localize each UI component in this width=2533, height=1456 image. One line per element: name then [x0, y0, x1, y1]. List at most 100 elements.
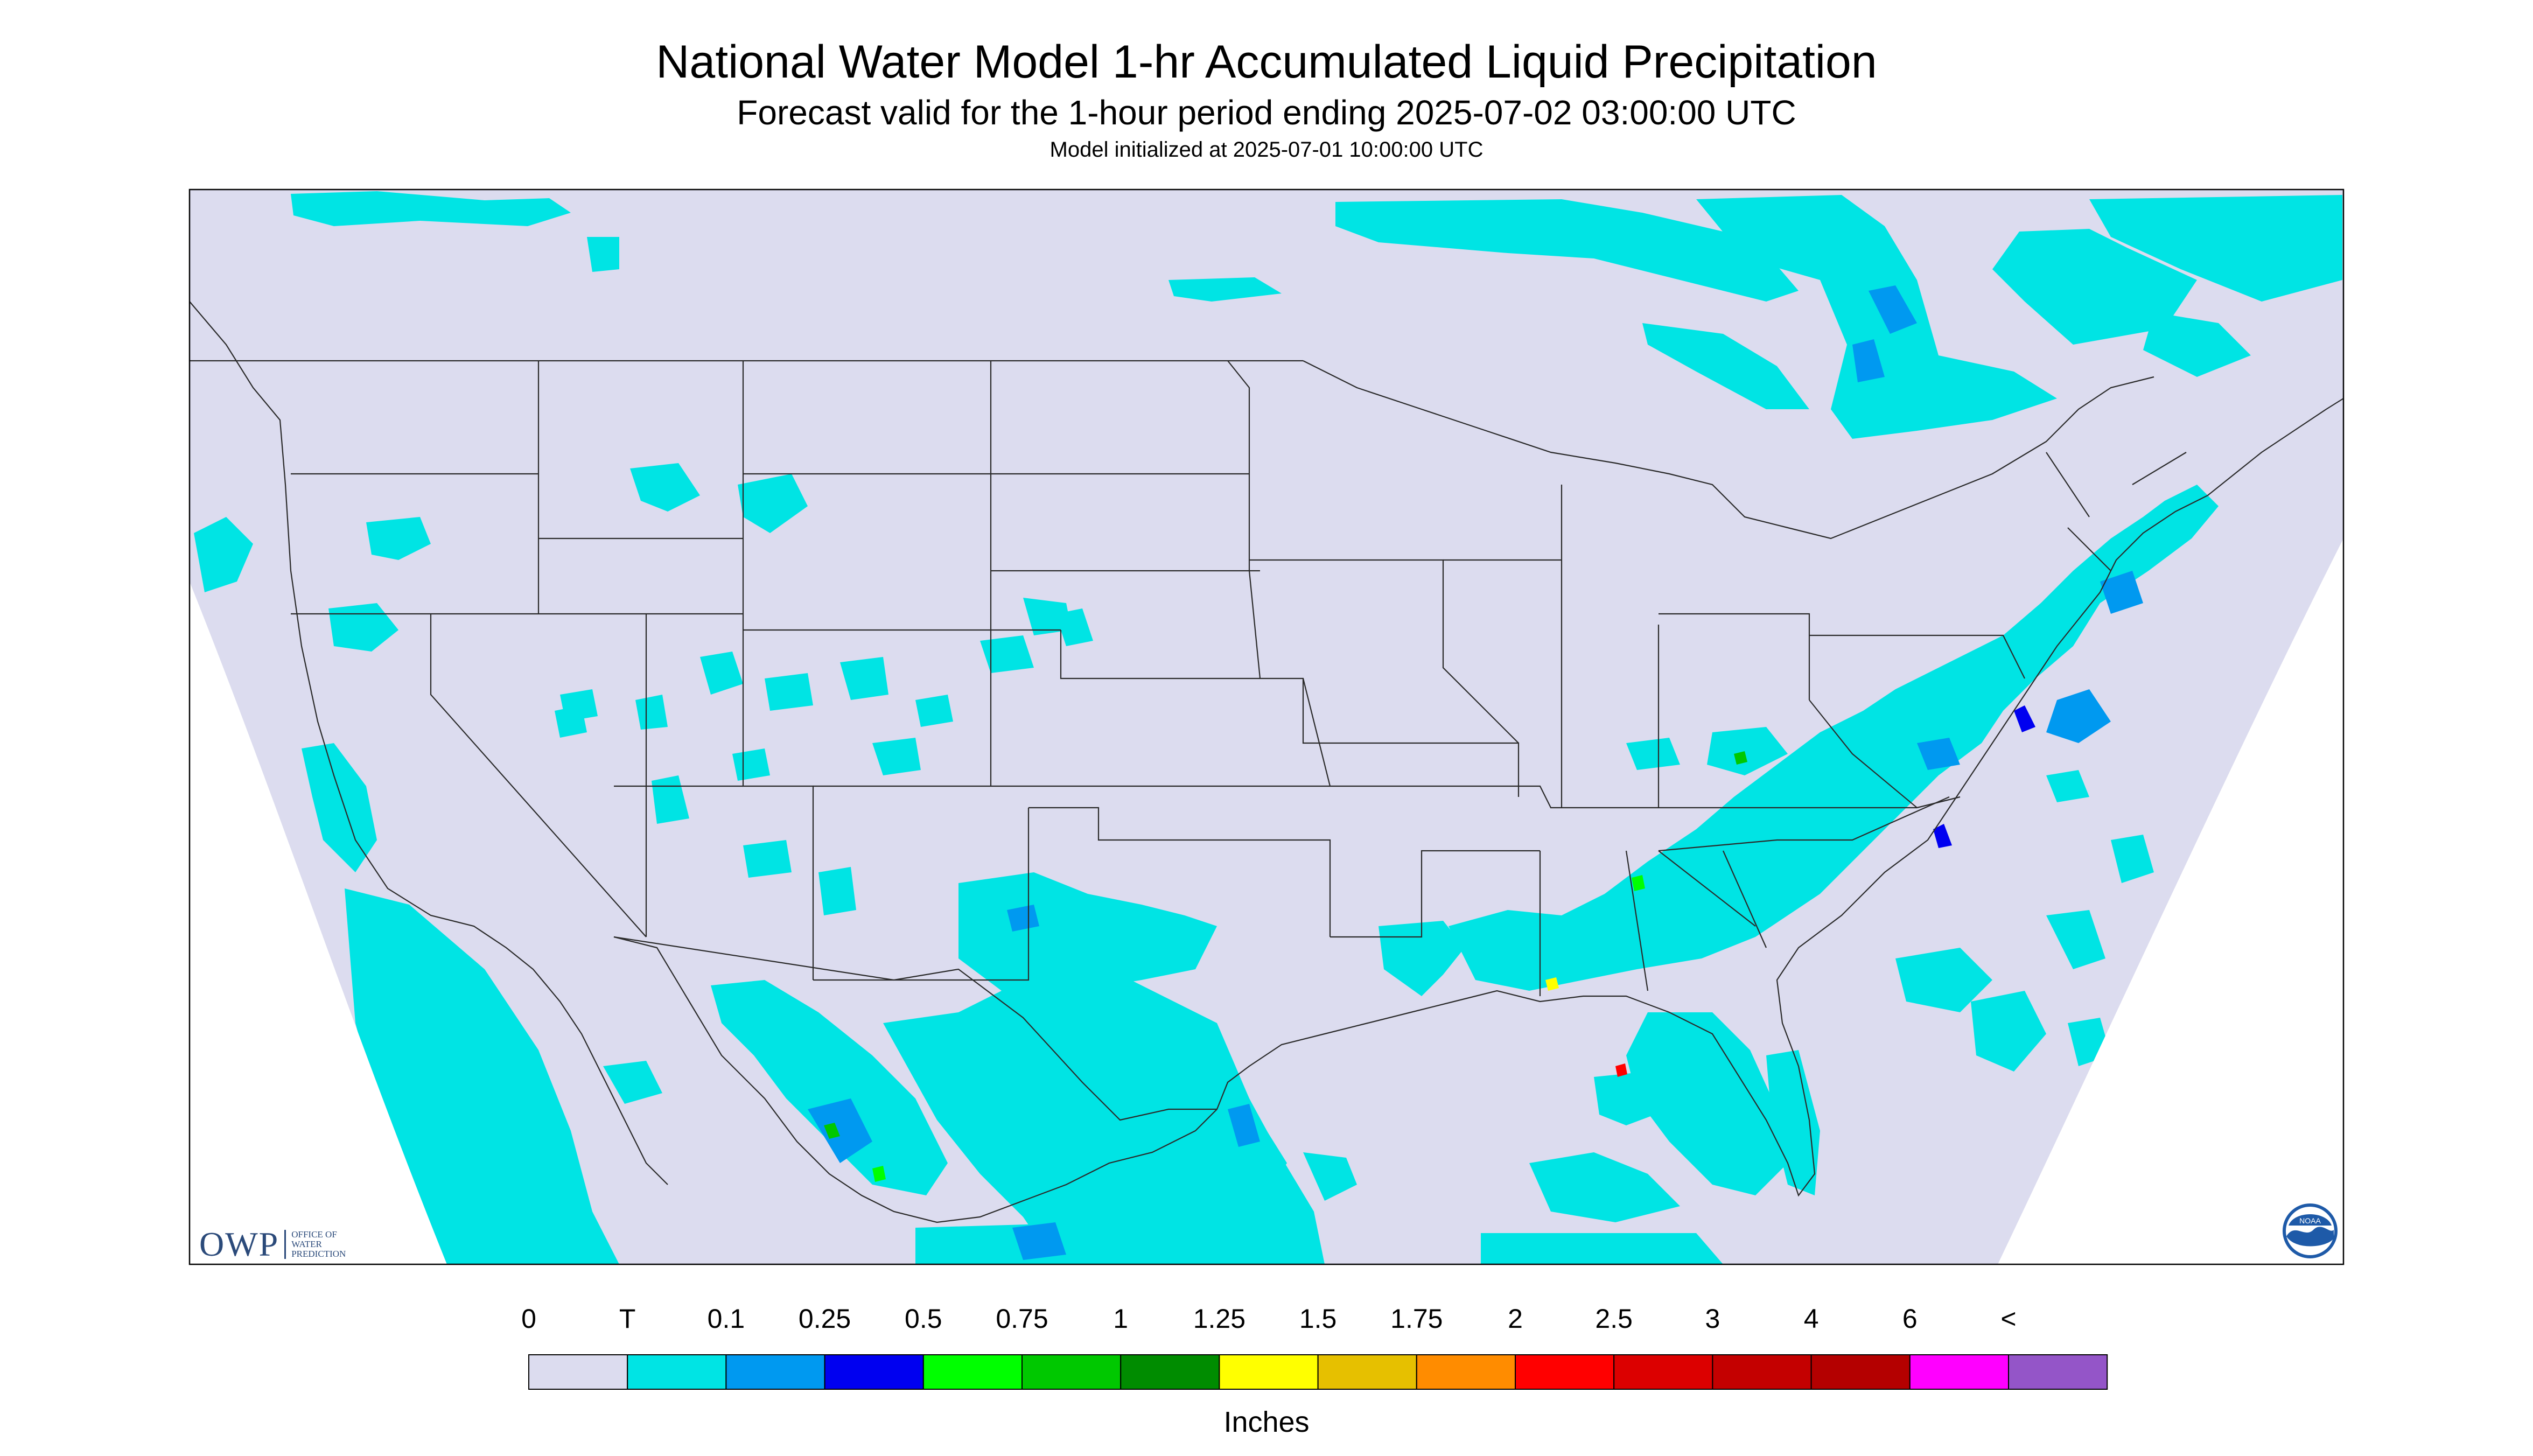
precip-area [2143, 312, 2251, 377]
precip-area [603, 1061, 662, 1104]
model-init-text: Model initialized at 2025-07-01 10:00:00… [1049, 138, 1484, 162]
legend-swatch [2008, 1354, 2108, 1390]
legend-tick-label: T [619, 1304, 636, 1334]
precip-core [1917, 738, 1960, 770]
legend-tick-label: 1 [1113, 1304, 1129, 1334]
precip-area [711, 980, 948, 1195]
legend-swatch [1317, 1354, 1417, 1390]
map-title: National Water Model 1-hr Accumulated Li… [656, 36, 1877, 88]
precip-core [1228, 1104, 1260, 1147]
owp-logo-subtext: Office of Water Prediction [284, 1230, 346, 1259]
precip-area [958, 872, 1217, 991]
state-line [1060, 630, 1331, 787]
owp-logo-text: OWP [199, 1225, 279, 1263]
pacific-coastline [189, 301, 668, 1185]
legend-swatch [1909, 1354, 2010, 1390]
precip-area [555, 705, 587, 738]
precip-peak [872, 1166, 886, 1182]
precip-area [1642, 323, 1809, 409]
precip-area [652, 775, 689, 824]
precip-core [1007, 905, 1039, 932]
precip-area [630, 463, 700, 512]
precip-core [1852, 339, 1885, 382]
precip-area [2046, 910, 2105, 969]
precip-area [366, 517, 431, 560]
precip-area [1992, 229, 2197, 345]
precip-area [1168, 277, 1282, 302]
state-line [2046, 452, 2090, 517]
state-line [1722, 850, 1767, 948]
precip-area [738, 474, 808, 533]
legend-swatch [1712, 1354, 1812, 1390]
precip-core [2100, 571, 2143, 614]
precip-area [291, 191, 571, 226]
map-subtitle: Forecast valid for the 1-hour period end… [737, 93, 1796, 132]
precip-area [732, 748, 770, 781]
precip-area [1696, 195, 2057, 439]
legend-tick-label: 0.5 [905, 1304, 942, 1334]
legend-tick-label: 0.1 [707, 1304, 745, 1334]
legend-tick-label: 3 [1705, 1304, 1720, 1334]
precip-core [808, 1098, 872, 1163]
noaa-logo: NOAA [2283, 1203, 2338, 1258]
precip-area [1529, 1152, 1680, 1222]
legend-units: Inches [1223, 1406, 1310, 1438]
precip-area [1895, 948, 1992, 1012]
precip-core [1869, 285, 1917, 334]
legend-colorbar [528, 1354, 2108, 1390]
precip-area [1335, 199, 1799, 302]
precip-area [840, 657, 888, 700]
precip-area [818, 867, 856, 915]
border-great-lakes [1303, 360, 2154, 540]
map-frame [188, 188, 2345, 1265]
precip-area [302, 743, 377, 872]
legend-swatch [1021, 1354, 1122, 1390]
legend-tick-label: 1.75 [1390, 1304, 1443, 1334]
state-boundaries [189, 301, 2344, 1223]
precip-area [1303, 1152, 1357, 1201]
precip-area [1766, 1050, 1820, 1195]
legend-swatch [627, 1354, 727, 1390]
precip-peak [824, 1123, 840, 1139]
legend-tick-label: 6 [1902, 1304, 1918, 1334]
precip-area [1971, 991, 2046, 1072]
precip-area [872, 738, 921, 775]
precip-area [1707, 727, 1788, 775]
precip-area [915, 695, 953, 727]
legend-swatch [1515, 1354, 1615, 1390]
state-line [430, 614, 647, 937]
precip-area [635, 695, 668, 730]
precip-area [587, 237, 619, 272]
legend-tick-label: 0.75 [996, 1304, 1048, 1334]
legend-swatch [1613, 1354, 1713, 1390]
state-line [1658, 796, 1950, 852]
legend-swatch [528, 1354, 628, 1390]
noaa-logo-text: NOAA [2299, 1216, 2321, 1225]
precip-peak [1545, 977, 1559, 991]
state-line [1809, 634, 2025, 679]
precip-core [1012, 1222, 1066, 1260]
mexico-border [613, 936, 1217, 1121]
precip-area [883, 980, 1325, 1264]
precip-area [1626, 738, 1680, 770]
precip-core [2014, 705, 2035, 732]
state-line [1659, 613, 1810, 700]
precip-area [2089, 195, 2342, 302]
precip-peak [1632, 875, 1645, 891]
legend-tick-label: 0 [521, 1304, 536, 1334]
legend-swatch [824, 1354, 924, 1390]
precip-area [915, 1217, 1292, 1264]
precip-area [2111, 835, 2154, 883]
state-line [1227, 360, 1261, 679]
owp-logo: OWP Office of Water Prediction [199, 1224, 346, 1264]
legend-swatch [922, 1354, 1023, 1390]
legend-swatch [1416, 1354, 1516, 1390]
legend-tick-label: < [2000, 1304, 2017, 1334]
precip-peak [1734, 751, 1747, 765]
state-line [742, 614, 814, 980]
legend-tick-label: 1.25 [1193, 1304, 1246, 1334]
precip-area [1594, 1072, 1669, 1125]
precip-area [1626, 1012, 1788, 1195]
state-line [1302, 678, 1520, 797]
